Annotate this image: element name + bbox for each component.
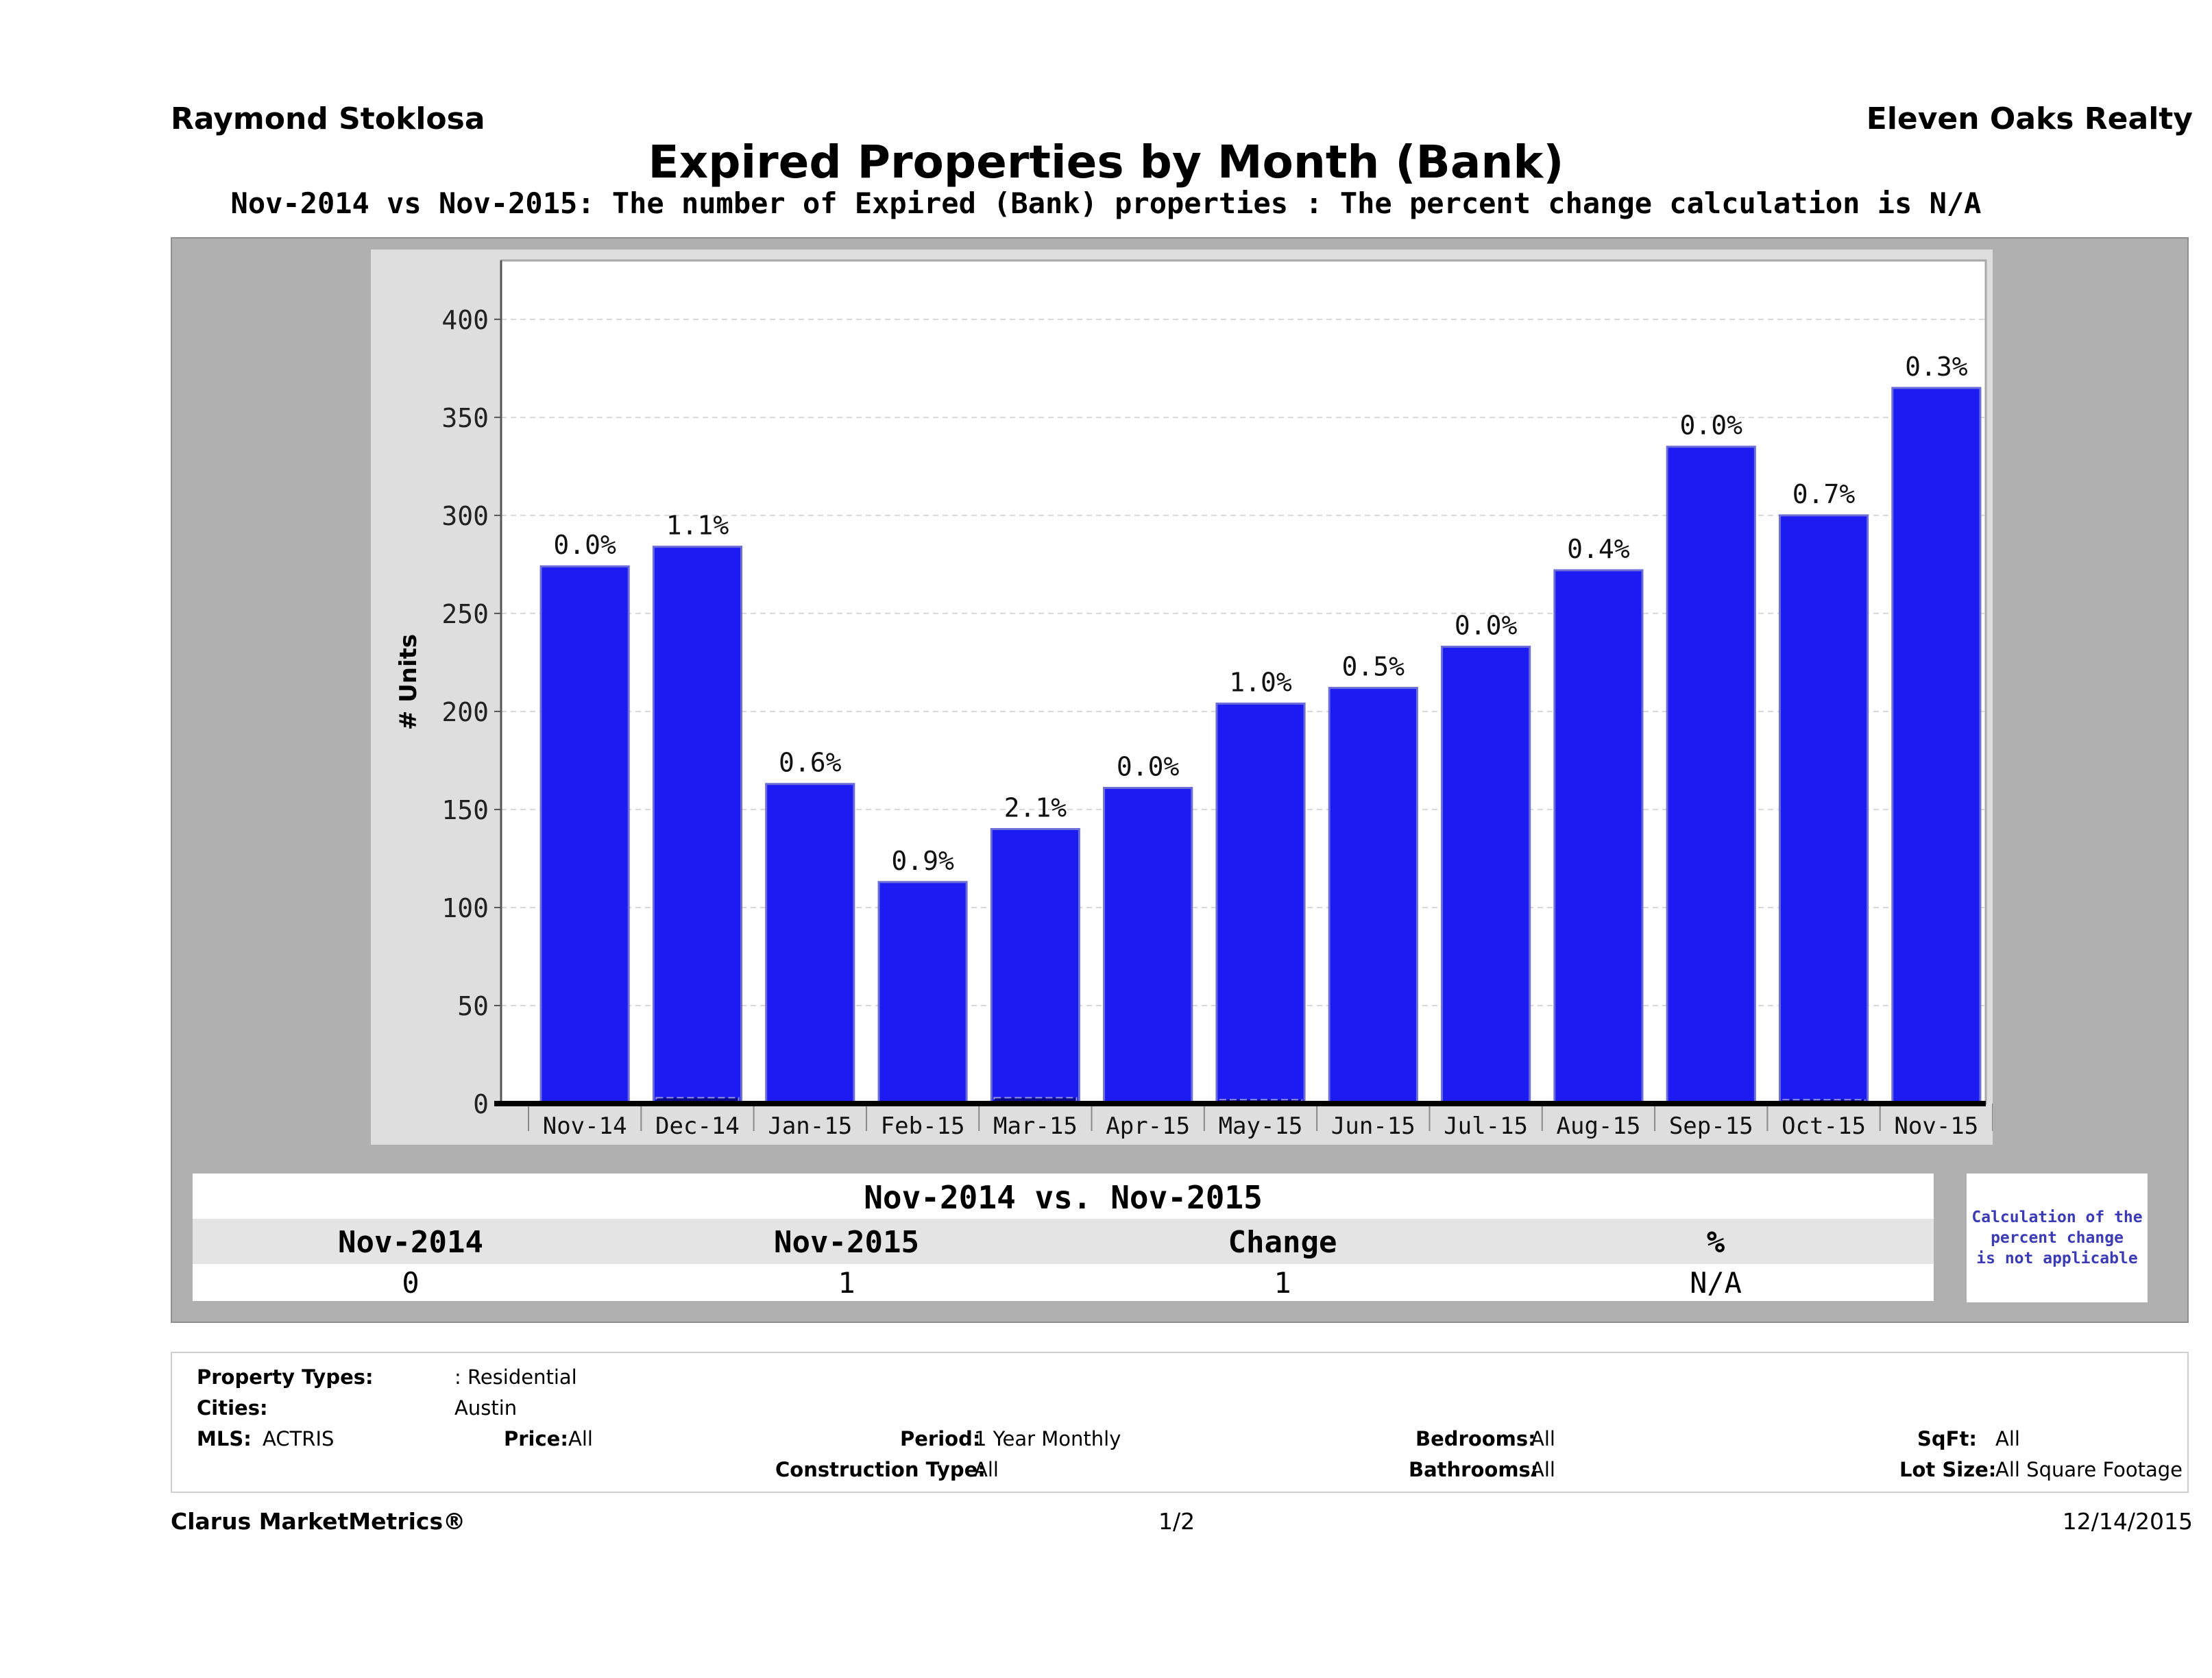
header-nov-2015: Nov-2015 [774, 1225, 919, 1260]
bathrooms-value: All [1531, 1458, 1555, 1481]
x-tick-label: Jan-15 [768, 1112, 852, 1140]
x-tick-label: Apr-15 [1106, 1112, 1190, 1140]
property-types-label: Property Types: [197, 1365, 374, 1389]
x-tick-label: Oct-15 [1782, 1112, 1866, 1140]
data-label: 0.0% [553, 530, 616, 560]
price-label: Price: [504, 1427, 568, 1450]
data-label: 2.1% [1004, 793, 1067, 823]
bar [1103, 786, 1193, 1105]
property-types-value: : Residential [454, 1365, 577, 1389]
bar [990, 828, 1080, 1105]
chart-frame: 0 50 100 150 200 250 300 350 400 # Units 0.0% Nov-1… [371, 250, 1993, 1145]
cities-label: Cities: [197, 1396, 268, 1420]
report-subtitle: Nov-2014 vs Nov-2015: The number of Expi… [230, 186, 1982, 220]
y-tick-label: 250 [441, 599, 489, 629]
bathrooms-label: Bathrooms: [1409, 1458, 1539, 1481]
period-label: Period: [900, 1427, 981, 1450]
construction-label: Construction Type: [775, 1458, 986, 1481]
y-tick-label: 200 [441, 697, 489, 727]
mls-label: MLS: [197, 1427, 252, 1450]
x-tick-label: Mar-15 [993, 1112, 1078, 1140]
lot-size-label: Lot Size: [1899, 1458, 1997, 1481]
bedrooms-label: Bedrooms: [1415, 1427, 1536, 1450]
brokerage-name: Eleven Oaks Realty [1866, 101, 2193, 136]
value-change: 1 [1274, 1266, 1291, 1300]
sqft-label: SqFt: [1917, 1427, 1977, 1450]
price-value: All [568, 1427, 593, 1450]
value-percent: N/A [1690, 1266, 1742, 1300]
data-label: 0.7% [1792, 479, 1856, 509]
bar [1328, 687, 1418, 1105]
data-label: 0.9% [891, 846, 954, 876]
value-nov-2014: 0 [402, 1266, 420, 1300]
bar [1215, 702, 1306, 1105]
construction-value: All [974, 1458, 999, 1481]
y-tick-label: 100 [441, 893, 489, 923]
x-tick-label: Aug-15 [1557, 1112, 1641, 1140]
x-tick-label: Dec-14 [655, 1112, 740, 1140]
bar [765, 783, 855, 1105]
header-nov-2014: Nov-2014 [338, 1225, 483, 1260]
note-line-2: percent change [1991, 1229, 2124, 1247]
bar [1553, 569, 1644, 1105]
value-nov-2015: 1 [838, 1266, 855, 1300]
bedrooms-value: All [1531, 1427, 1555, 1450]
bar-chart: 0 50 100 150 200 250 300 350 400 # Units 0.0% Nov-1… [395, 259, 1993, 1140]
data-label: 0.5% [1342, 652, 1405, 682]
x-tick-label: Feb-15 [881, 1112, 965, 1140]
y-tick-label: 150 [441, 795, 489, 825]
bar [1891, 387, 1982, 1105]
comparison-header-row: Nov-2014 Nov-2015 Change % [193, 1219, 1934, 1264]
data-label: 1.0% [1229, 667, 1292, 697]
lot-size-value: All Square Footage [1995, 1458, 2183, 1481]
period-value: 1 Year Monthly [974, 1427, 1121, 1450]
bar [1666, 446, 1756, 1105]
y-axis-title: # Units [395, 634, 422, 730]
search-criteria: Property Types: : Residential Cities: Au… [171, 1352, 2189, 1493]
y-tick-label: 50 [457, 991, 489, 1021]
bar [1778, 514, 1869, 1105]
y-tick-label: 0 [473, 1089, 489, 1119]
x-tick-label: May-15 [1219, 1112, 1303, 1140]
data-label: 0.4% [1567, 534, 1630, 564]
data-label: 0.0% [1679, 411, 1742, 441]
chart-panel: 0 50 100 150 200 250 300 350 400 # Units 0.0% Nov-1… [171, 237, 2189, 1323]
x-tick-label: Jun-15 [1331, 1112, 1415, 1140]
bar [877, 881, 968, 1105]
footer-brand: Clarus MarketMetrics® [171, 1508, 466, 1535]
mls-value: ACTRIS [263, 1427, 335, 1450]
data-label: 1.1% [666, 511, 729, 541]
y-tick-label: 400 [441, 305, 489, 335]
y-tick-label: 350 [441, 403, 489, 433]
cities-value: Austin [454, 1396, 518, 1420]
note-line-1: Calculation of the [1971, 1208, 2143, 1226]
data-label: 0.6% [779, 748, 842, 778]
x-tick-label: Nov-14 [543, 1112, 627, 1140]
agent-name: Raymond Stoklosa [171, 101, 485, 136]
report-title: Expired Properties by Month (Bank) [648, 136, 1564, 189]
bar [652, 546, 743, 1105]
header-percent: % [1706, 1225, 1725, 1260]
data-label: 0.0% [1117, 751, 1180, 781]
bar [539, 565, 630, 1105]
y-tick-label: 300 [441, 501, 489, 531]
data-label: 0.0% [1455, 611, 1518, 641]
footer-page-number: 1/2 [1158, 1508, 1195, 1535]
x-tick-label: Nov-15 [1894, 1112, 1978, 1140]
data-label: 0.3% [1905, 352, 1968, 382]
bar [1441, 646, 1531, 1105]
footer-date: 12/14/2015 [2062, 1508, 2193, 1535]
header-change: Change [1228, 1225, 1337, 1260]
x-tick-label: Sep-15 [1669, 1112, 1753, 1140]
comparison-title: Nov-2014 vs. Nov-2015 [193, 1174, 1934, 1219]
percent-note: Calculation of the percent change is not… [1967, 1174, 2148, 1302]
comparison-value-row: 0 1 1 N/A [193, 1264, 1934, 1301]
x-tick-label: Jul-15 [1444, 1112, 1528, 1140]
sqft-value: All [1995, 1427, 2020, 1450]
note-line-3: is not applicable [1976, 1250, 2138, 1267]
